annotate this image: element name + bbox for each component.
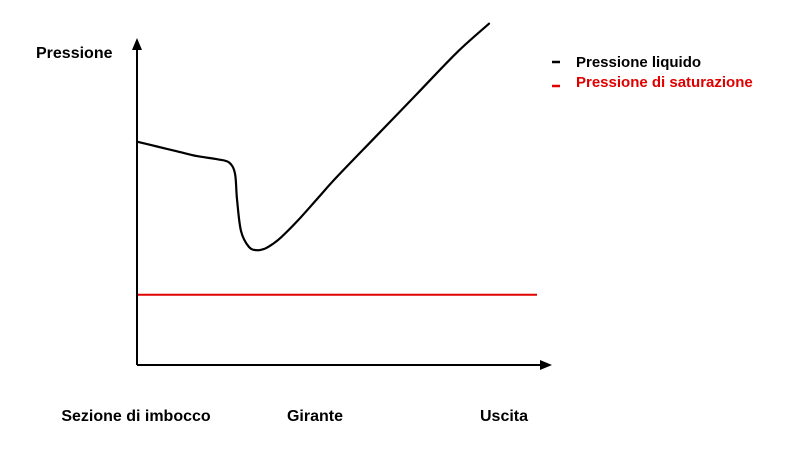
x-axis-arrow xyxy=(540,360,552,370)
plot-area xyxy=(135,22,537,296)
legend-item-pressione-di-saturazione: Pressione di saturazione xyxy=(552,74,753,91)
legend-label-pressione-liquido: Pressione liquido xyxy=(576,54,701,71)
series-line-pressione-liquido xyxy=(135,22,491,252)
x-tick-label-sezione-di-imbocco: Sezione di imbocco xyxy=(61,408,211,425)
legend: Pressione liquido Pressione di saturazio… xyxy=(552,54,753,91)
legend-label-pressione-di-saturazione: Pressione di saturazione xyxy=(576,74,753,91)
y-axis-arrow xyxy=(132,38,142,50)
x-tick-label-uscita: Uscita xyxy=(480,408,528,425)
legend-item-pressione-liquido: Pressione liquido xyxy=(552,54,701,71)
axes xyxy=(132,38,552,370)
x-tick-label-girante: Girante xyxy=(287,408,343,425)
y-axis-label: Pressione xyxy=(36,45,113,62)
